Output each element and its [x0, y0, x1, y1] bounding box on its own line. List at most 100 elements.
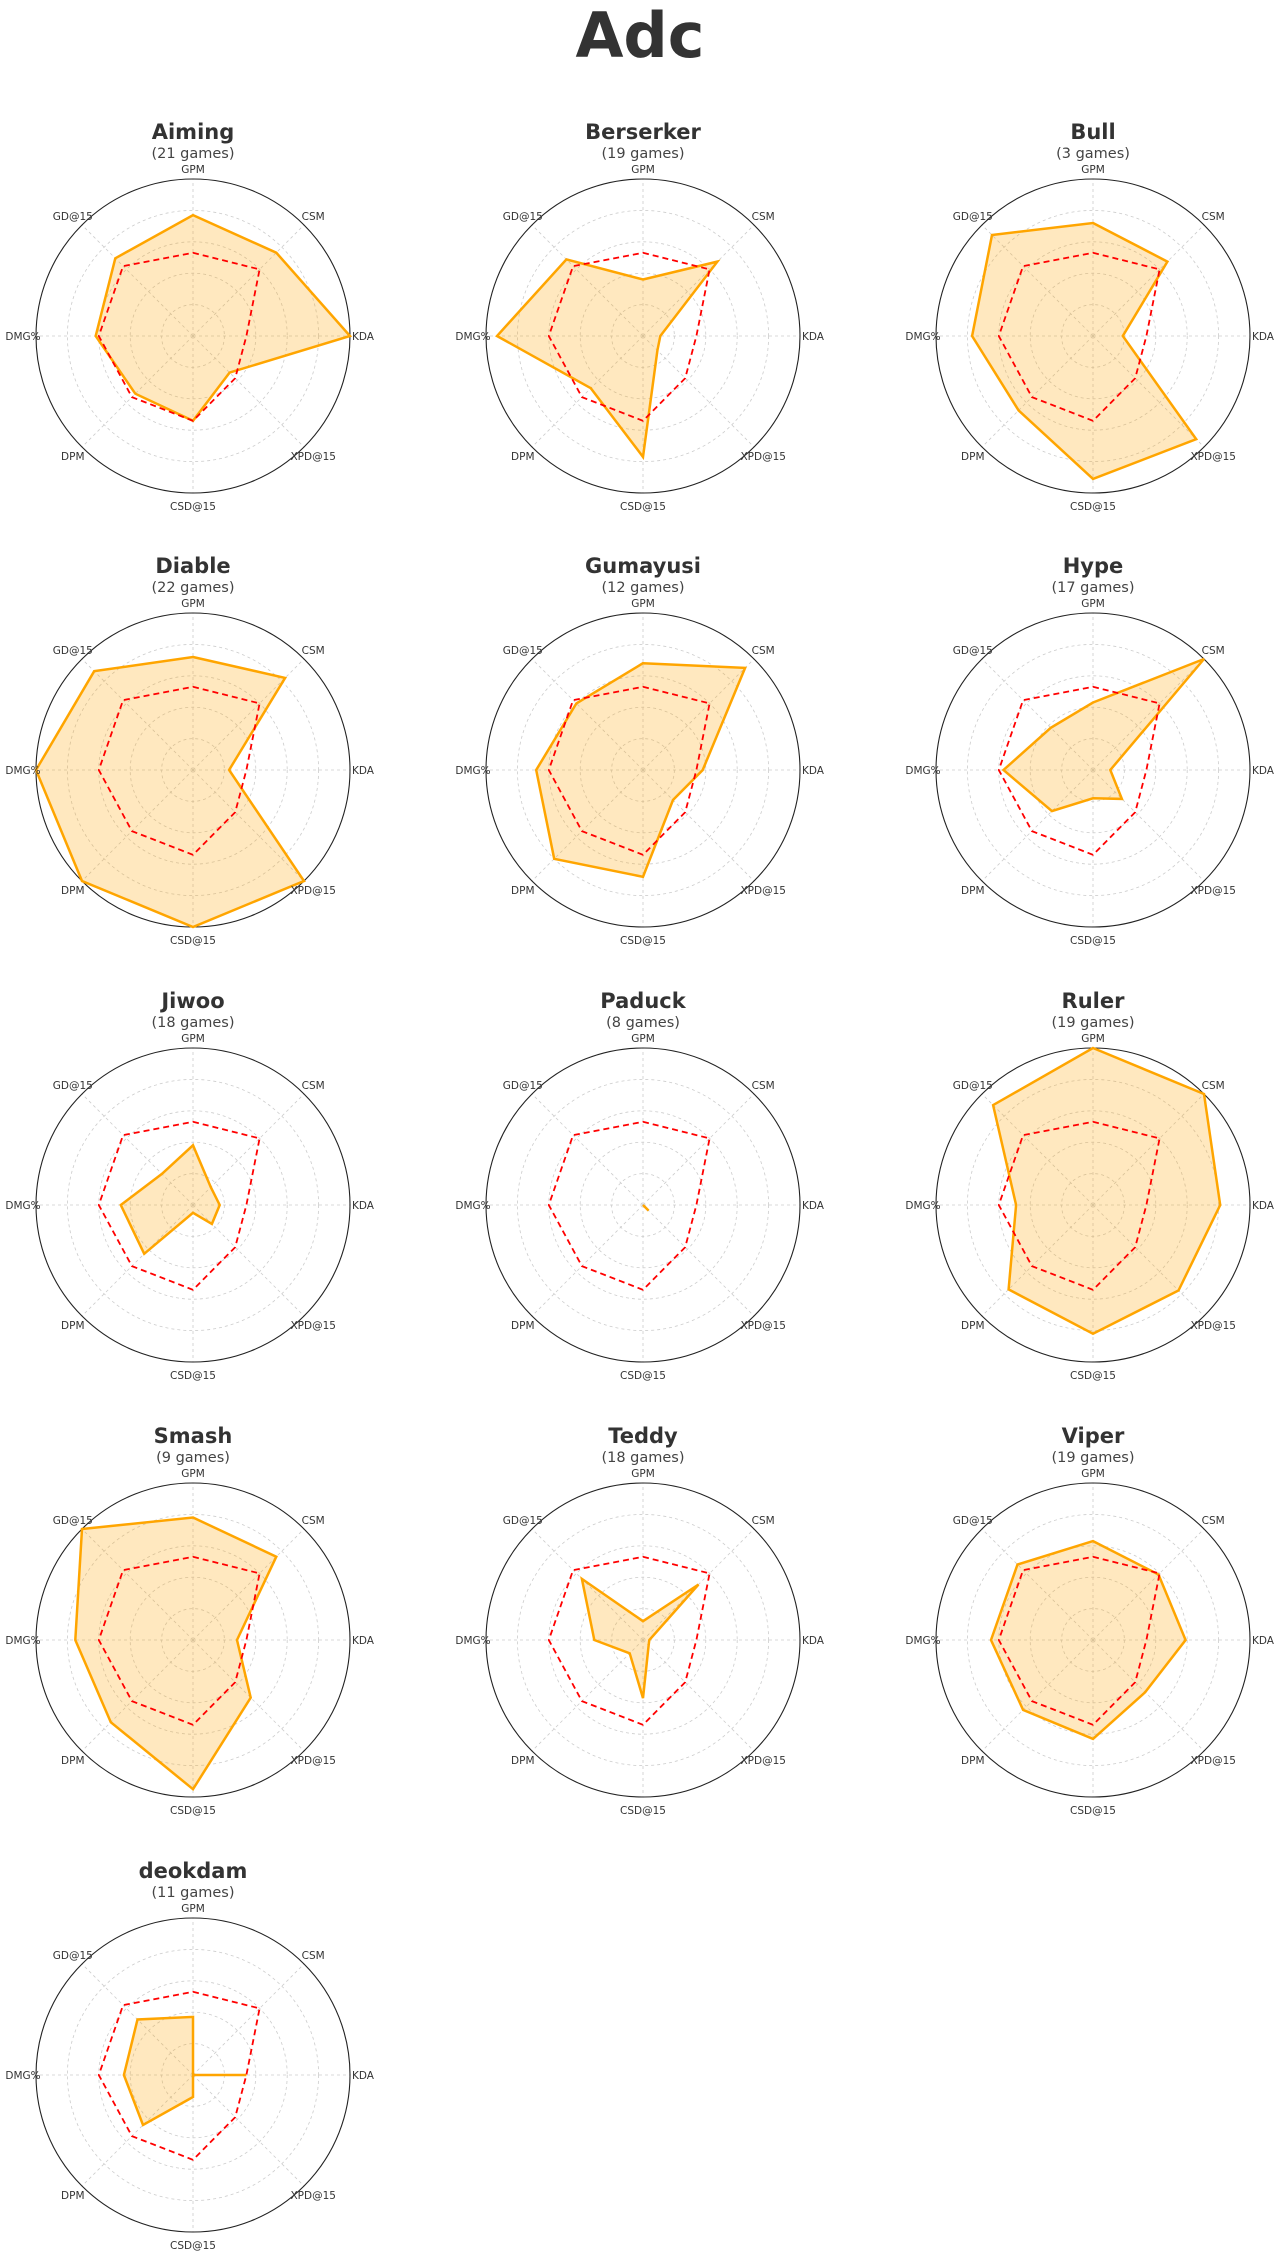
- grid-spoke: [81, 1639, 194, 1752]
- games-count: (18 games): [151, 1015, 234, 1031]
- grid-spoke: [1092, 1528, 1205, 1641]
- grid-spoke: [981, 769, 1094, 882]
- games-count: (22 games): [151, 580, 234, 596]
- radar-chart-diable: GPM CSM KDA XPD@15 CSD@15 DPM DMG% GD@15 Diable (…: [5, 554, 374, 947]
- axis-label: DMG%: [905, 765, 940, 777]
- axis-label: KDA: [352, 1635, 375, 1647]
- axis-label: CSM: [752, 645, 775, 657]
- axis-label: CSM: [302, 645, 325, 657]
- average-series: [547, 685, 711, 856]
- axis-label: DPM: [511, 1320, 534, 1332]
- axis-label: XPD@15: [1190, 451, 1235, 463]
- player-series-bull: [970, 221, 1199, 481]
- axis-label: GD@15: [53, 1950, 93, 1962]
- grid-circle: [67, 1514, 319, 1767]
- axis-label: DMG%: [455, 765, 490, 777]
- axis-label: GD@15: [953, 1080, 993, 1092]
- outer-circle: [485, 178, 801, 494]
- grid-circle: [517, 644, 770, 897]
- grid-spoke: [642, 658, 755, 771]
- axis-label: GPM: [631, 1468, 655, 1480]
- axis-label: GPM: [1081, 1033, 1105, 1045]
- radar-chart-jiwoo: GPM CSM KDA XPD@15 CSD@15 DPM DMG% GD@15 Jiwoo (1…: [5, 989, 374, 1382]
- grid-circle: [67, 1949, 319, 2202]
- axis-label: CSM: [752, 211, 775, 223]
- axis-label: GPM: [181, 1468, 205, 1480]
- radar-chart-paduck: GPM CSM KDA XPD@15 CSD@15 DPM DMG% GD@15 Paduck (…: [455, 989, 824, 1382]
- radar-chart-deokdam: GPM CSM KDA XPD@15 CSD@15 DPM DMG% GD@15 deokdam…: [5, 1859, 374, 2252]
- axis-label: DMG%: [905, 1200, 940, 1212]
- games-count: (21 games): [151, 146, 234, 162]
- player-title: Teddy: [608, 1424, 678, 1448]
- outer-circle: [485, 612, 801, 928]
- axis-label: GPM: [181, 164, 205, 176]
- axis-label: KDA: [802, 765, 825, 777]
- axis-label: KDA: [352, 331, 375, 343]
- axis-label: CSM: [302, 1950, 325, 1962]
- grid-spoke: [192, 2074, 305, 2187]
- radar-chart-teddy: GPM CSM KDA XPD@15 CSD@15 DPM DMG% GD@15 Teddy (1…: [455, 1424, 824, 1817]
- axis-label: CSD@15: [1070, 501, 1116, 513]
- axis-label: XPD@15: [290, 2190, 335, 2202]
- grid-spoke: [981, 1528, 1094, 1641]
- grid-spoke: [1092, 1093, 1205, 1206]
- grid-spoke: [81, 335, 194, 448]
- axis-label: CSM: [752, 1515, 775, 1527]
- axis-label: DMG%: [5, 1635, 40, 1647]
- average-series: [97, 685, 261, 856]
- outer-circle: [485, 1047, 801, 1363]
- axis-label: CSD@15: [620, 1370, 666, 1382]
- axis-label: CSD@15: [170, 935, 216, 947]
- axis-label: GD@15: [953, 211, 993, 223]
- player-title: Berserker: [585, 120, 701, 144]
- axis-label: CSM: [1202, 645, 1225, 657]
- axis-label: GPM: [1081, 598, 1105, 610]
- grid-circle: [967, 644, 1220, 897]
- axis-label: CSM: [302, 1080, 325, 1092]
- outer-circle: [35, 1047, 351, 1363]
- axis-label: KDA: [352, 1200, 375, 1212]
- axis-label: XPD@15: [740, 885, 785, 897]
- axis-label: CSM: [1202, 211, 1225, 223]
- radar-chart-bull: GPM CSM KDA XPD@15 CSD@15 DPM DMG% GD@15 Bull (3 …: [905, 120, 1274, 513]
- axis-label: GPM: [181, 1903, 205, 1915]
- grid-circle: [967, 1514, 1220, 1767]
- grid-spoke: [1092, 224, 1205, 337]
- axis-label: XPD@15: [740, 1755, 785, 1767]
- grid-spoke: [81, 658, 194, 771]
- grid-spoke: [1092, 769, 1205, 882]
- average-series: [547, 251, 711, 422]
- grid-spoke: [531, 1639, 644, 1752]
- axis-label: CSD@15: [620, 1805, 666, 1817]
- axis-label: GD@15: [53, 1080, 93, 1092]
- average-series: [997, 685, 1161, 856]
- axis-label: DPM: [961, 1755, 984, 1767]
- games-count: (19 games): [1051, 1015, 1134, 1031]
- grid-spoke: [81, 1528, 194, 1641]
- grid-spoke: [192, 1963, 305, 2076]
- axis-label: DPM: [61, 1320, 84, 1332]
- player-title: Aiming: [152, 120, 235, 144]
- grid-spoke: [1092, 335, 1205, 448]
- grid-spoke: [192, 224, 305, 337]
- player-series-berserker: [495, 257, 721, 461]
- axis-label: GD@15: [53, 1515, 93, 1527]
- grid-spoke: [981, 335, 1094, 448]
- outer-circle: [935, 178, 1251, 494]
- grid-circle: [67, 209, 319, 462]
- games-count: (12 games): [601, 580, 684, 596]
- player-title: Viper: [1062, 1424, 1125, 1448]
- axis-label: CSD@15: [1070, 1805, 1116, 1817]
- grid-spoke: [531, 769, 644, 882]
- axis-label: CSD@15: [1070, 1370, 1116, 1382]
- axis-label: DMG%: [455, 1200, 490, 1212]
- grid-circle: [67, 644, 319, 897]
- axis-label: GD@15: [503, 211, 543, 223]
- grid-spoke: [981, 1204, 1094, 1317]
- average-series: [97, 1120, 261, 1291]
- axis-label: KDA: [1252, 1200, 1275, 1212]
- axis-label: GPM: [631, 164, 655, 176]
- player-series-gumayusi: [534, 661, 747, 879]
- axis-label: CSM: [752, 1080, 775, 1092]
